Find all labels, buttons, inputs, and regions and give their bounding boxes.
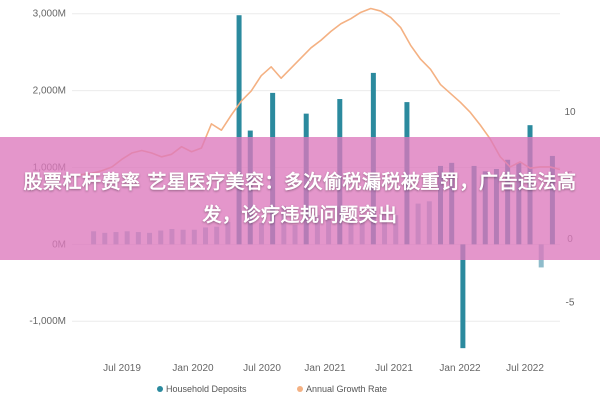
deposit-bar [236,15,242,245]
deposit-bar [460,244,466,349]
headline-banner: 股票杠杆费率 艺星医疗美容：多次偷税漏税被重罚，广告违法高发，诊疗违规问题突出 [0,137,600,260]
left-tick-label: -1,000M [29,316,66,327]
headline-title: 股票杠杆费率 艺星医疗美容：多次偷税漏税被重罚，广告违法高发，诊疗违规问题突出 [23,170,577,226]
x-tick-label: Jul 2019 [103,363,141,374]
right-tick-label: 10 [564,107,576,118]
x-tick-label: Jan 2020 [172,363,214,374]
legend: Household Deposits Annual Growth Rate [157,384,387,394]
legend-label: Household Deposits [166,384,247,394]
x-axis: Jul 2019 Jan 2020 Jul 2020 Jan 2021 Jul 2021… [103,363,544,374]
legend-swatch [157,386,163,392]
right-tick-label: -5 [566,297,575,308]
left-tick-label: 2,000M [33,86,66,97]
legend-label: Annual Growth Rate [306,384,387,394]
x-tick-label: Jul 2020 [243,363,281,374]
left-tick-label: 3,000M [33,9,66,20]
x-tick-label: Jan 2021 [304,363,346,374]
x-tick-label: Jul 2021 [375,363,413,374]
x-tick-label: Jul 2022 [506,363,544,374]
legend-swatch [297,386,303,392]
x-tick-label: Jan 2022 [439,363,481,374]
